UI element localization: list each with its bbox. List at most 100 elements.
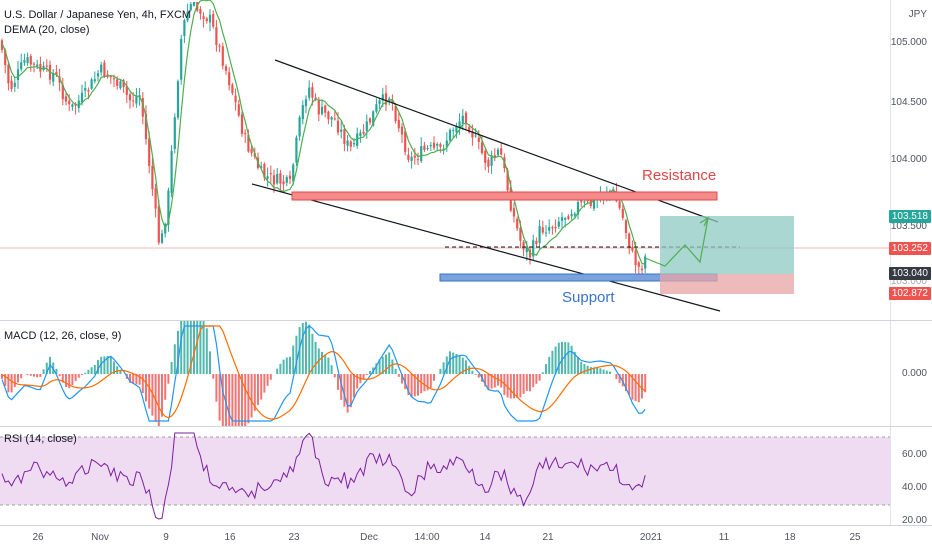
candle-body	[496, 149, 500, 156]
candle-body	[320, 106, 324, 115]
candle-body	[141, 98, 144, 117]
candle-body	[125, 86, 128, 95]
rsi-pane[interactable]: RSI (14, close)	[0, 427, 890, 525]
macd-bar	[234, 374, 237, 436]
price-axis[interactable]: JPY 105.000 104.500 104.000 103.500 103.…	[888, 0, 932, 320]
macd-bar	[215, 374, 218, 402]
candle-body	[455, 126, 458, 133]
candle-body	[324, 105, 327, 113]
macd-bar	[13, 374, 16, 388]
macd-label[interactable]: MACD (12, 26, close, 9)	[4, 330, 122, 342]
macd-bar	[7, 374, 10, 393]
macd-bar	[465, 360, 467, 374]
dema-indicator-label[interactable]: DEMA (20, close)	[4, 24, 90, 36]
macd-bar	[253, 374, 256, 411]
candle-body	[160, 233, 164, 243]
macd-bar	[193, 287, 195, 374]
macd-bar	[631, 374, 634, 400]
candle-body	[173, 117, 176, 150]
macd-chart[interactable]	[0, 285, 890, 440]
macd-bar	[196, 285, 199, 374]
candle-body	[292, 164, 295, 182]
pane-divider[interactable]	[0, 426, 932, 427]
macd-bar	[231, 374, 234, 438]
candle-body	[298, 117, 301, 137]
symbol-title[interactable]: U.S. Dollar / Japanese Yen, 4h, FXCM	[4, 9, 192, 21]
macd-bar	[4, 374, 7, 387]
candle-body	[554, 226, 557, 229]
x-tick: 23	[288, 532, 300, 543]
price-chart[interactable]: Resistance Support	[0, 0, 890, 320]
candle-body	[192, 2, 196, 6]
rsi-label[interactable]: RSI (14, close)	[4, 433, 77, 445]
macd-bar	[218, 374, 221, 421]
macd-bar	[548, 356, 551, 374]
macd-bar	[314, 341, 317, 374]
macd-bar	[148, 374, 151, 409]
candle-body	[506, 170, 509, 191]
resistance-zone	[291, 191, 718, 201]
macd-pane[interactable]: MACD (12, 26, close, 9)	[0, 285, 890, 440]
macd-bar	[241, 374, 243, 431]
candle-body	[189, 4, 192, 11]
macd-bar	[308, 324, 311, 374]
macd-bar	[490, 374, 493, 389]
macd-bar	[615, 374, 618, 380]
macd-bar	[93, 364, 96, 374]
signal-line	[1, 325, 646, 420]
macd-bar	[225, 374, 227, 438]
candle-body	[567, 216, 570, 220]
candle-body	[36, 64, 39, 67]
macd-bar	[97, 360, 99, 374]
macd-bar	[417, 374, 419, 396]
candle-body	[564, 218, 567, 220]
candle-body	[621, 208, 624, 218]
macd-bar	[29, 374, 32, 376]
rsi-axis[interactable]: 60.00 40.00 20.00	[890, 427, 932, 526]
macd-bar	[375, 363, 378, 374]
macd-bar	[164, 374, 167, 400]
candle-body	[55, 71, 58, 75]
rsi-chart[interactable]	[0, 427, 890, 525]
candle-body	[532, 240, 535, 257]
macd-bar	[161, 374, 163, 417]
candle-body	[304, 99, 308, 107]
projection-arrow-icon	[699, 216, 710, 227]
macd-bar	[186, 294, 189, 374]
macd-bar	[369, 370, 371, 374]
macd-bar	[263, 374, 266, 393]
candle-body	[244, 133, 247, 135]
macd-bar	[509, 374, 512, 399]
y-tick: 20.00	[901, 515, 927, 526]
macd-bar	[324, 354, 327, 374]
macd-bar	[221, 374, 224, 435]
macd-bar	[628, 374, 631, 396]
pane-divider[interactable]	[0, 320, 932, 321]
rsi-band	[0, 437, 890, 505]
macd-bar	[388, 352, 391, 374]
candle-body	[90, 79, 93, 89]
candle-body	[631, 246, 634, 251]
macd-bar	[573, 351, 576, 374]
y-tick: 105.000	[890, 37, 927, 48]
macd-bar	[177, 330, 179, 374]
macd-bar	[593, 367, 595, 374]
rsi-line	[1, 432, 646, 520]
x-tick: 9	[163, 532, 169, 543]
time-axis[interactable]: 26 Nov 9 16 23 Dec 14:00 14 21 2021 11 1…	[0, 525, 932, 550]
price-pane[interactable]: Resistance Support U.S. Dollar / Japanes…	[0, 0, 890, 320]
macd-bar	[337, 374, 339, 390]
candle-body	[548, 227, 551, 231]
macd-bar	[445, 356, 448, 374]
resistance-label: Resistance	[642, 167, 716, 184]
macd-bar	[173, 344, 176, 374]
candle-body	[0, 40, 4, 50]
candle-body	[336, 120, 340, 133]
macd-bar	[116, 366, 119, 374]
x-tick: 14	[479, 532, 491, 543]
candle-body	[132, 100, 135, 102]
candle-body	[247, 134, 250, 152]
candle-body	[96, 73, 100, 77]
macd-bar	[602, 369, 605, 374]
macd-axis[interactable]: 0.000	[890, 321, 932, 426]
